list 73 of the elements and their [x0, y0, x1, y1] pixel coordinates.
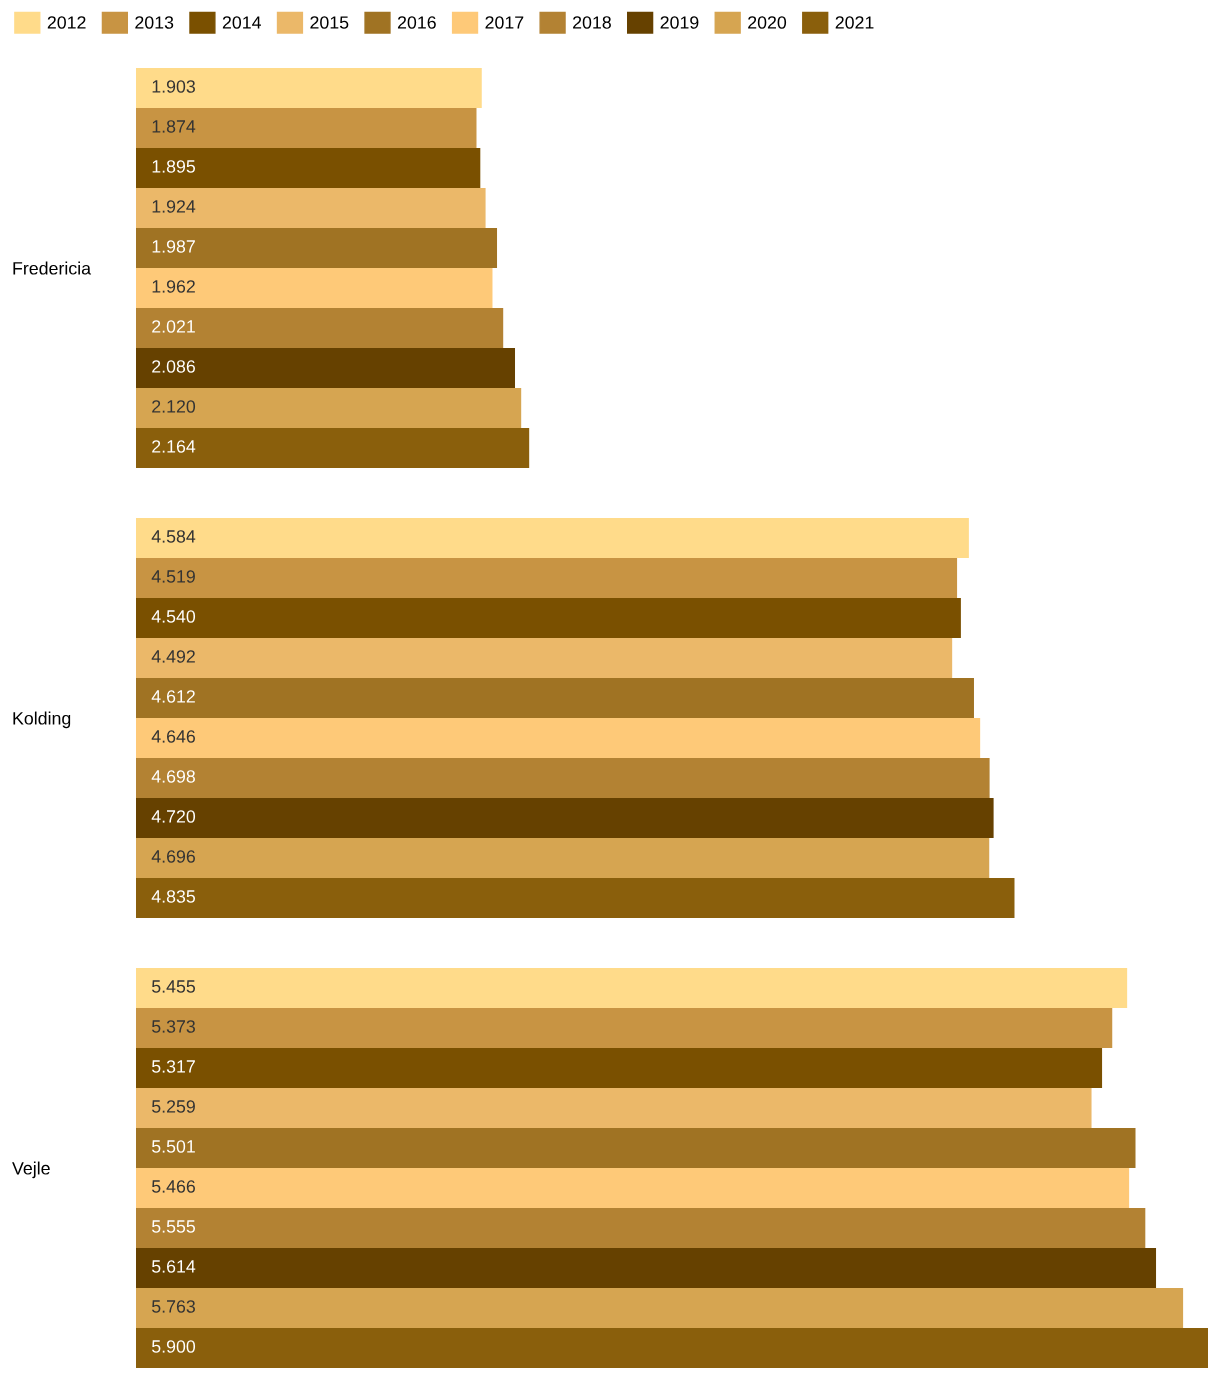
bar: [136, 1008, 1113, 1048]
bar: [136, 758, 990, 798]
bar: [136, 838, 990, 878]
data-label: 5.373: [151, 1020, 195, 1033]
bar: [136, 1248, 1157, 1288]
bar: [136, 1328, 1208, 1368]
data-label: 5.317: [151, 1060, 195, 1073]
bar: [136, 968, 1128, 1008]
bar: [136, 268, 493, 308]
bar: [136, 148, 481, 188]
data-label: 1.874: [152, 120, 196, 133]
data-label: 2.021: [152, 320, 195, 333]
data-label: 1.903: [152, 80, 195, 93]
bar: [136, 638, 953, 678]
data-label: 4.492: [151, 650, 195, 663]
y-tick-label: Kolding: [13, 711, 71, 729]
bar: [136, 598, 961, 638]
data-label: 5.900: [151, 1340, 196, 1353]
data-label: 5.614: [151, 1260, 196, 1273]
bar: [136, 308, 504, 348]
data-label: 4.696: [151, 850, 195, 863]
legend-label: 2013: [135, 16, 174, 29]
data-label: 1.924: [152, 200, 196, 213]
bar: [136, 1128, 1136, 1168]
legend-label: 2012: [47, 16, 86, 29]
bar: [136, 188, 486, 228]
legend-label: 2019: [660, 16, 699, 29]
bar: [136, 1168, 1130, 1208]
bar: [136, 678, 974, 718]
data-label: 4.835: [151, 890, 196, 903]
bar: [136, 1288, 1184, 1328]
data-label: 5.555: [151, 1220, 196, 1233]
legend-label: 2020: [748, 16, 787, 29]
bar: [136, 1088, 1092, 1128]
legend-label: 2016: [397, 16, 436, 29]
bar: [136, 108, 477, 148]
data-label: 2.120: [152, 400, 196, 413]
bar: [136, 718, 981, 758]
legend-label: 2021: [835, 16, 874, 29]
y-tick-label: Vejle: [12, 1161, 50, 1179]
bar: [136, 428, 530, 468]
data-label: 5.466: [151, 1180, 195, 1193]
data-label: 4.519: [151, 570, 195, 583]
data-label: 4.698: [151, 770, 195, 783]
bar: [136, 388, 522, 428]
data-label: 5.455: [151, 980, 196, 993]
data-label: 2.164: [152, 440, 196, 453]
data-label: 1.962: [152, 280, 195, 293]
bar: [136, 798, 994, 838]
data-label: 4.720: [151, 810, 196, 823]
bar: [136, 1048, 1103, 1088]
data-label: 4.612: [151, 690, 195, 703]
bar: [136, 518, 969, 558]
bar: [136, 878, 1015, 918]
bar: [136, 558, 958, 598]
legend-label: 2018: [573, 16, 611, 29]
data-label: 5.259: [151, 1100, 195, 1113]
data-label: 4.540: [151, 610, 196, 623]
data-label: 5.763: [151, 1300, 195, 1313]
data-label: 5.501: [151, 1140, 195, 1153]
data-label: 1.987: [152, 240, 195, 253]
legend-label: 2017: [485, 16, 524, 29]
bar: [136, 68, 482, 108]
bar: [136, 228, 498, 268]
legend-label: 2015: [310, 16, 349, 29]
data-label: 2.086: [152, 360, 195, 373]
bar: [136, 1208, 1146, 1248]
y-tick-label: Fredericia: [13, 261, 92, 275]
legend-label: 2014: [222, 16, 261, 29]
data-label: 4.584: [151, 530, 196, 543]
data-label: 1.895: [152, 160, 196, 173]
data-label: 4.646: [151, 730, 195, 743]
bar: [136, 348, 516, 388]
